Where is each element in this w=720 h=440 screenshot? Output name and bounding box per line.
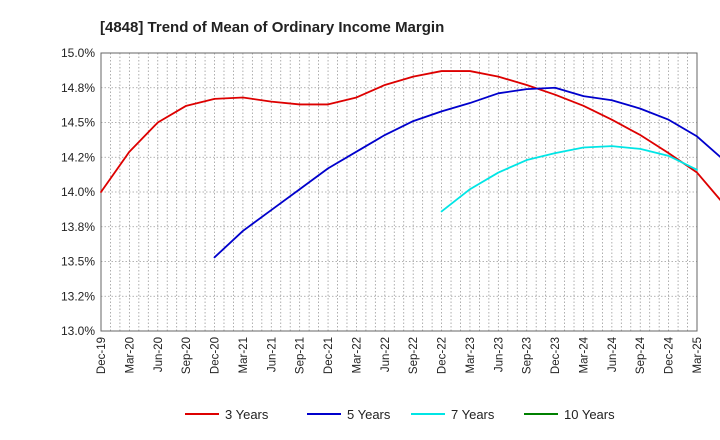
x-tick-label: Sep-23	[522, 337, 534, 374]
x-tick-label: Sep-21	[295, 337, 307, 374]
x-tick-label: Jun-24	[607, 336, 619, 372]
legend: 3 Years 5 Years 7 Years 10 Years	[185, 407, 615, 422]
x-tick-label: Mar-20	[124, 337, 136, 373]
x-tick-label: Jun-21	[266, 337, 278, 372]
x-tick-label: Jun-23	[493, 337, 505, 372]
legend-label: 3 Years	[225, 407, 269, 422]
x-tick-label: Dec-21	[323, 337, 335, 374]
x-tick-label: Mar-22	[351, 337, 363, 373]
x-tick-label: Mar-25	[692, 337, 704, 373]
x-tick-label: Mar-24	[578, 336, 590, 373]
y-tick-label: 14.5%	[61, 116, 95, 130]
legend-label: 5 Years	[347, 407, 391, 422]
x-tick-label: Dec-23	[550, 337, 562, 374]
x-tick-label: Dec-19	[96, 337, 108, 374]
x-tick-label: Mar-23	[465, 337, 477, 373]
series-line-5-years	[213, 86, 720, 259]
x-tick-label: Dec-22	[437, 337, 449, 374]
legend-label: 7 Years	[451, 407, 495, 422]
x-tick-label: Sep-24	[635, 336, 647, 374]
x-tick-label: Mar-21	[238, 337, 250, 373]
x-tick-label: Jun-20	[153, 337, 165, 372]
plot-area: 13.0% 13.2% 13.5% 13.8% 14.0% 14.2% 14.5% 14.8%…	[61, 46, 720, 374]
y-tick-label: 13.0%	[61, 324, 95, 338]
series-line-3-years	[100, 70, 720, 201]
y-tick-label: 14.2%	[61, 150, 95, 164]
y-tick-label: 15.0%	[61, 46, 95, 60]
x-tick-label: Jun-22	[380, 337, 392, 372]
x-tick-label: Dec-20	[210, 337, 222, 374]
chart-title: [4848] Trend of Mean of Ordinary Income …	[100, 19, 444, 36]
x-tick-label: Sep-20	[181, 337, 193, 374]
y-tick-label: 13.5%	[61, 255, 95, 269]
y-tick-label: 13.2%	[61, 289, 95, 303]
x-tick-label: Dec-24	[664, 336, 676, 374]
y-tick-label: 13.8%	[61, 220, 95, 234]
series-line-7-years	[440, 145, 698, 213]
y-tick-label: 14.0%	[61, 185, 95, 199]
x-tick-label: Sep-22	[408, 337, 420, 374]
y-tick-label: 14.8%	[61, 81, 95, 95]
legend-label: 10 Years	[564, 407, 615, 422]
